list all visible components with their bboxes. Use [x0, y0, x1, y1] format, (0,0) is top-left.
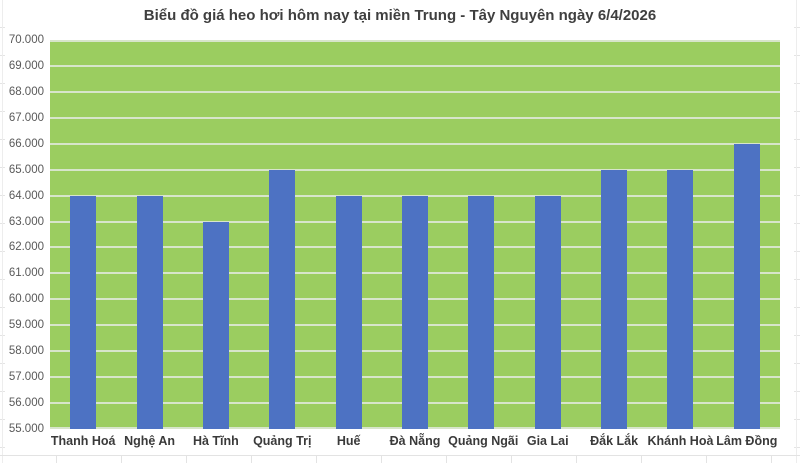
x-category-label: Lâm Đồng — [716, 434, 778, 448]
sheet-gridline-right — [796, 0, 797, 463]
x-category-label: Thanh Hoá — [50, 434, 116, 448]
plot-area — [50, 40, 780, 429]
gridline — [50, 40, 780, 42]
y-tick-label: 56.000 — [8, 397, 44, 410]
y-tick-label: 62.000 — [8, 241, 44, 254]
y-tick-label: 66.000 — [8, 137, 44, 150]
y-tick-label: 70.000 — [8, 34, 44, 46]
x-category-label: Huế — [336, 434, 361, 448]
gridline — [50, 142, 780, 145]
y-tick-label: 64.000 — [8, 189, 44, 202]
x-axis-labels: Thanh Hoá Nghệ An Hà Tĩnh Quảng Trị Huế Đà Nẵ… — [50, 434, 780, 454]
sheet-column-ticks-bottom — [56, 456, 800, 463]
gridline — [50, 90, 780, 93]
y-tick-label: 68.000 — [8, 85, 44, 98]
x-category-label: Đắk Lắk — [590, 434, 639, 448]
bar — [335, 195, 362, 429]
bar — [136, 195, 163, 429]
bar — [667, 169, 694, 429]
y-tick-label: 60.000 — [8, 293, 44, 306]
x-category-label: Đà Nẵng — [389, 434, 441, 448]
x-category-label: Hà Tĩnh — [192, 434, 239, 448]
bar — [202, 221, 229, 429]
gridline — [50, 64, 780, 67]
y-tick-label: 67.000 — [8, 111, 44, 124]
x-category-label: Quảng Trị — [253, 434, 312, 448]
x-category-label: Quảng Ngãi — [448, 434, 519, 448]
sheet-gridline-bottom — [0, 455, 800, 456]
gridline — [50, 116, 780, 119]
y-tick-label: 69.000 — [8, 59, 44, 72]
gridline — [50, 194, 780, 197]
chart-title: Biểu đồ giá heo hơi hôm nay tại miền Tru… — [143, 7, 657, 24]
bar — [534, 195, 561, 429]
bar — [468, 195, 495, 429]
y-tick-label: 59.000 — [8, 319, 44, 332]
bar — [402, 195, 428, 429]
y-tick-label: 58.000 — [8, 345, 44, 358]
x-category-label: Khánh Hoà — [647, 434, 714, 448]
sheet-row-ticks-right — [794, 0, 800, 463]
x-category-label: Nghệ An — [124, 434, 175, 448]
y-tick-label: 63.000 — [8, 215, 44, 228]
x-category-label: Gia Lai — [526, 434, 569, 448]
sheet-gridline-left — [2, 0, 3, 463]
y-tick-label: 57.000 — [8, 371, 44, 384]
bar — [269, 169, 296, 429]
bar — [601, 169, 628, 429]
y-tick-label: 55.000 — [8, 423, 44, 435]
y-tick-label: 61.000 — [8, 267, 44, 280]
gridline — [50, 168, 780, 171]
bar — [733, 143, 760, 429]
y-axis-labels: 70.000 69.000 68.000 67.000 66.000 65.000 64.0… — [0, 34, 44, 435]
y-tick-label: 65.000 — [8, 163, 44, 176]
bar — [70, 195, 97, 429]
